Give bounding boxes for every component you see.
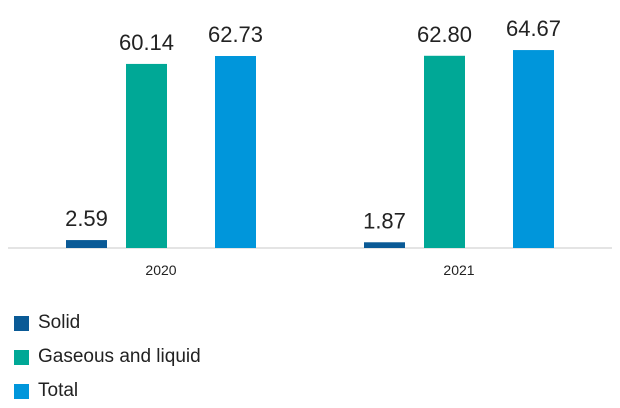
legend-label-total: Total bbox=[38, 380, 79, 401]
x-tick-label-2021: 2021 bbox=[443, 262, 474, 278]
legend-label-solid: Solid bbox=[38, 312, 81, 333]
value-label-total-2020: 62.73 bbox=[208, 22, 263, 47]
value-labels-group: 2.59 60.14 62.73 1.87 62.80 64.67 bbox=[65, 16, 561, 233]
legend-item-gaseous-and-liquid: Gaseous and liquid bbox=[14, 340, 201, 374]
x-tick-label-2020: 2020 bbox=[145, 262, 176, 278]
value-label-solid-2021: 1.87 bbox=[363, 208, 406, 233]
bar-chart: 2.59 60.14 62.73 1.87 62.80 64.67 2020 2021 bbox=[8, 16, 612, 278]
bar-total-2021 bbox=[513, 50, 554, 249]
value-label-total-2021: 64.67 bbox=[506, 16, 561, 41]
legend-swatch-gaseous-and-liquid bbox=[14, 349, 29, 365]
legend-item-solid: Solid bbox=[14, 306, 201, 340]
legend-swatch-total bbox=[14, 383, 29, 399]
bar-gaseous-and-liquid-2020 bbox=[126, 63, 167, 248]
bar-solid-2021 bbox=[364, 242, 405, 248]
bar-gaseous-and-liquid-2021 bbox=[424, 55, 465, 248]
value-label-gaseous-and-liquid-2021: 62.80 bbox=[417, 22, 472, 47]
value-label-gaseous-and-liquid-2020: 60.14 bbox=[119, 30, 174, 55]
bar-solid-2020 bbox=[66, 240, 107, 248]
legend-item-total: Total bbox=[14, 374, 201, 408]
legend-label-gaseous-and-liquid: Gaseous and liquid bbox=[38, 346, 201, 367]
legend: Solid Gaseous and liquid Total bbox=[14, 306, 201, 408]
value-label-solid-2020: 2.59 bbox=[65, 206, 108, 231]
bar-total-2020 bbox=[215, 56, 256, 248]
legend-swatch-solid bbox=[14, 315, 29, 331]
x-tick-labels-group: 2020 2021 bbox=[145, 262, 474, 278]
bars-group bbox=[66, 50, 554, 249]
